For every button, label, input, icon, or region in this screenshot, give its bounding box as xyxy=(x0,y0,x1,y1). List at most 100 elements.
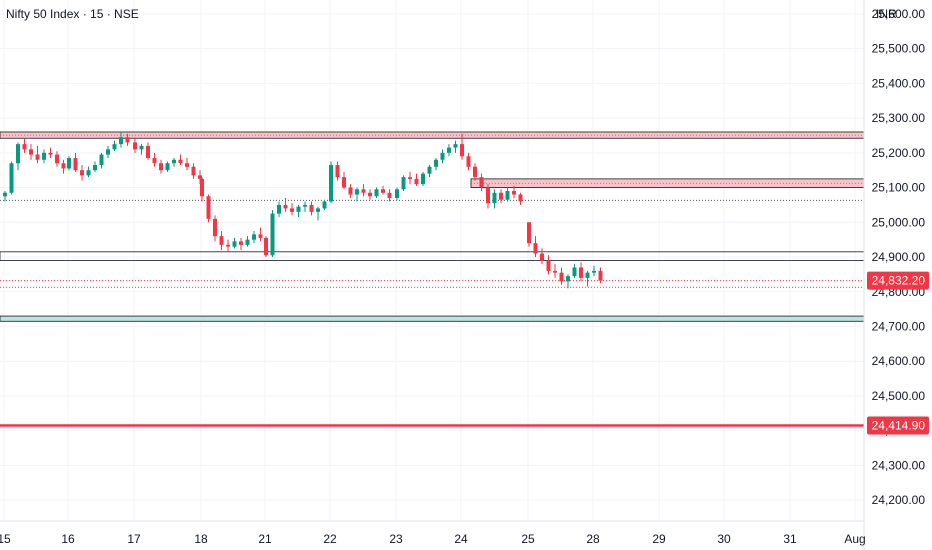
candle xyxy=(270,210,275,258)
candle xyxy=(172,158,176,167)
candle xyxy=(206,194,211,223)
x-tick-label: 23 xyxy=(389,532,403,546)
candle-body xyxy=(585,272,590,278)
candle xyxy=(408,171,412,185)
y-tick-label: 24,900.00 xyxy=(872,250,926,264)
candle-body xyxy=(16,144,20,164)
candle xyxy=(67,156,71,171)
time-axis[interactable]: 15 16 17 18 21 22 23 24 25 28 29 30 31 Aug xyxy=(0,532,866,546)
candle-body xyxy=(387,192,392,198)
candle xyxy=(447,144,451,157)
x-tick-label: 21 xyxy=(258,532,272,546)
candles xyxy=(3,131,603,289)
price-label-bg xyxy=(867,271,929,290)
candle-body xyxy=(527,222,531,244)
x-tick-label: 22 xyxy=(323,532,337,546)
candle-body xyxy=(178,159,183,164)
candle-body xyxy=(213,218,217,237)
candle xyxy=(492,189,497,209)
candle-body xyxy=(219,236,224,245)
candle-body xyxy=(290,208,294,212)
candle xyxy=(61,159,66,174)
candle xyxy=(546,255,551,275)
candle xyxy=(185,158,189,171)
candle xyxy=(414,173,419,186)
candle xyxy=(309,201,314,216)
candle-body xyxy=(518,194,523,202)
candle xyxy=(335,161,340,181)
price-label-text: 24,414.90 xyxy=(872,419,926,433)
candle-body xyxy=(80,170,84,176)
candle xyxy=(585,270,590,287)
candle xyxy=(348,184,353,198)
candle xyxy=(518,192,523,205)
candle xyxy=(527,222,531,247)
candle-body xyxy=(133,142,137,150)
candle-body xyxy=(29,149,33,155)
candle xyxy=(440,149,445,164)
levels xyxy=(0,199,864,427)
candle-body xyxy=(329,164,333,202)
candle-body xyxy=(368,192,372,197)
support-zone-low xyxy=(0,315,865,322)
candle xyxy=(466,152,471,171)
candle-body xyxy=(152,158,157,164)
candle-body xyxy=(119,137,123,145)
candle xyxy=(434,158,438,171)
candle-body xyxy=(598,270,603,281)
candle-body xyxy=(479,177,484,188)
candle xyxy=(133,137,137,153)
candle-body xyxy=(546,260,551,271)
candle-body xyxy=(566,276,570,282)
candle xyxy=(226,239,230,252)
candle-body xyxy=(540,253,544,261)
x-tick-label: 31 xyxy=(783,532,797,546)
candle-body xyxy=(499,192,503,200)
candle-body xyxy=(486,187,490,204)
candle xyxy=(200,177,204,202)
candle-body xyxy=(9,163,14,193)
candle-body xyxy=(453,144,458,148)
y-tick-label: 25,500.00 xyxy=(872,42,926,56)
candle xyxy=(213,215,217,242)
candle xyxy=(540,248,544,264)
x-tick-label: 18 xyxy=(194,532,208,546)
candle xyxy=(258,227,263,242)
resistance-zone-mid xyxy=(470,178,865,188)
candle-body xyxy=(440,152,445,160)
candle-body xyxy=(191,166,196,176)
x-tick-label: Aug xyxy=(844,532,865,546)
candle-body xyxy=(592,270,596,273)
candle xyxy=(9,161,14,195)
chart-title: Nifty 50 Index · 15 · NSE xyxy=(6,7,139,21)
candle-body xyxy=(553,270,557,273)
candle-body xyxy=(264,237,268,256)
candle-body xyxy=(492,192,497,204)
candle-body xyxy=(206,196,211,219)
candle-body xyxy=(245,239,250,245)
candle-body xyxy=(22,144,27,150)
candle xyxy=(99,152,104,169)
candle xyxy=(264,236,268,258)
candle xyxy=(178,154,183,165)
y-tick-label: 24,300.00 xyxy=(872,458,926,472)
x-tick-label: 28 xyxy=(586,532,600,546)
candle xyxy=(499,189,503,204)
y-tick-label: 25,100.00 xyxy=(872,181,926,195)
candle-body xyxy=(35,154,40,160)
candle xyxy=(421,171,425,186)
candle-body xyxy=(460,144,464,157)
candle xyxy=(329,161,333,204)
y-tick-label: 24,600.00 xyxy=(872,354,926,368)
candle xyxy=(553,263,557,278)
candle-body xyxy=(505,191,510,200)
candle-body xyxy=(159,163,163,171)
candle xyxy=(152,152,157,167)
x-tick-label: 29 xyxy=(652,532,666,546)
candle xyxy=(460,133,464,160)
candle-body xyxy=(165,163,170,171)
candle xyxy=(505,187,510,202)
candle xyxy=(232,237,237,249)
